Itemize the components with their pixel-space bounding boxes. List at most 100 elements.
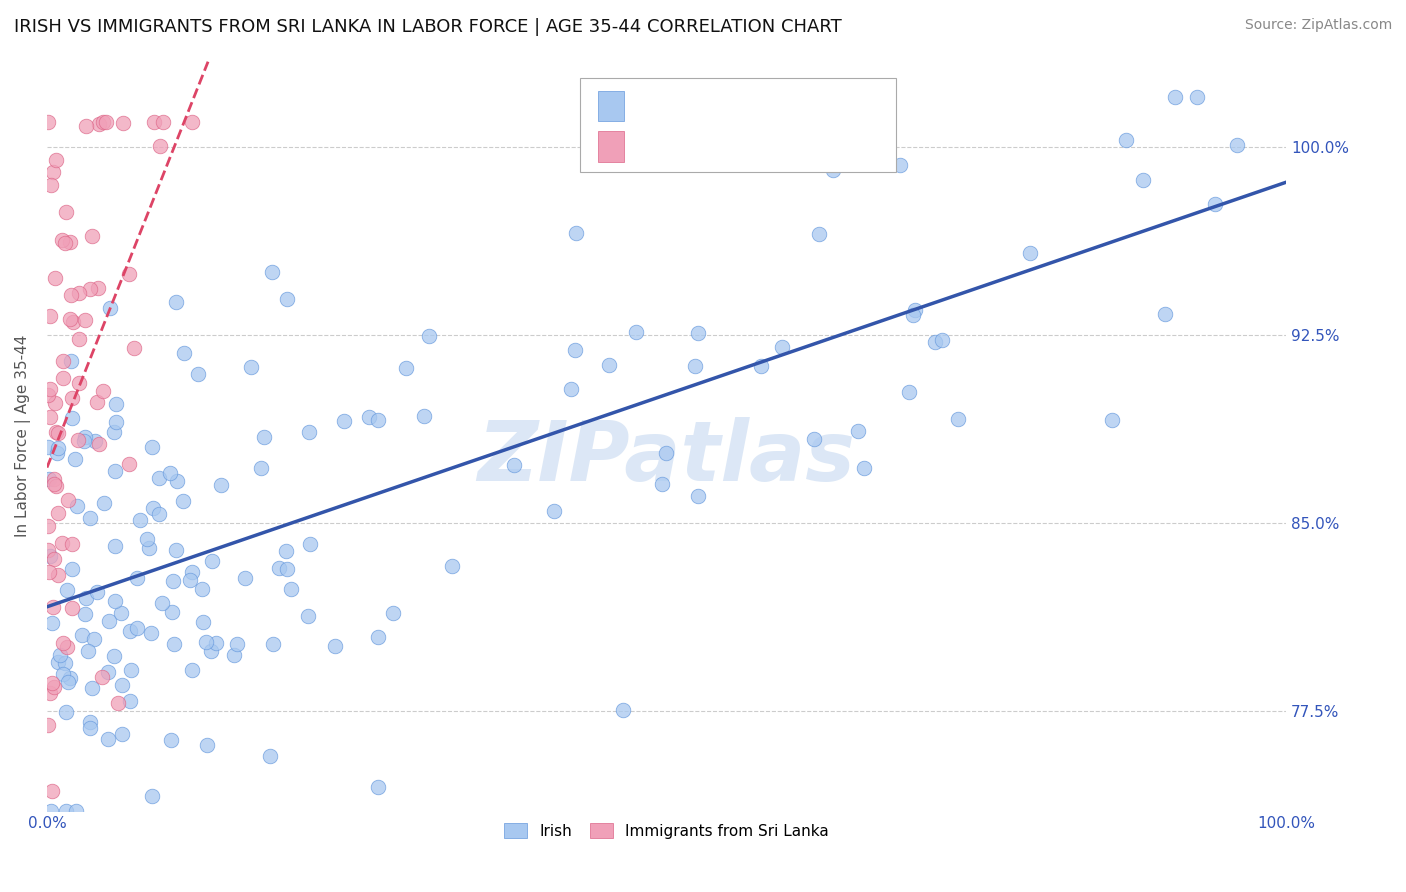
Point (67, 332, 90, 346)
Point (160, 733, 183, 747)
Point (107, 696, 129, 710)
Point (181, 565, 204, 579)
Point (1101, 413, 1123, 427)
Point (152, 115, 174, 129)
Point (297, 608, 319, 623)
Point (45, 425, 67, 440)
Point (56, 582, 79, 597)
Point (381, 606, 404, 620)
Point (1132, 173, 1154, 187)
Point (67, 285, 90, 300)
Point (125, 621, 148, 635)
Point (60, 287, 83, 301)
Point (1204, 196, 1226, 211)
Point (141, 625, 163, 640)
Point (55, 205, 77, 219)
Point (135, 532, 157, 546)
Point (42, 477, 65, 491)
Point (191, 582, 214, 597)
Point (395, 360, 418, 375)
Point (56, 640, 79, 654)
Point (298, 537, 321, 551)
Point (141, 789, 163, 803)
Point (120, 624, 142, 638)
Point (129, 513, 152, 527)
Point (56, 675, 79, 690)
Point (39, 178, 62, 192)
Point (901, 309, 924, 323)
Point (200, 644, 222, 658)
Point (51, 233, 73, 247)
Point (367, 780, 389, 794)
Point (90, 670, 112, 684)
Point (766, 143, 789, 157)
Point (37, 440, 59, 454)
Point (39, 686, 62, 700)
Point (686, 326, 709, 341)
Point (93, 496, 115, 510)
Point (122, 341, 145, 355)
Point (931, 333, 953, 347)
Point (946, 411, 969, 425)
Point (49, 648, 72, 663)
Text: R = 0.344: R = 0.344 (641, 137, 733, 155)
Point (233, 571, 256, 585)
Point (565, 226, 588, 240)
Point (86, 394, 108, 409)
Point (803, 432, 825, 446)
Point (280, 582, 302, 597)
Point (37, 115, 59, 129)
Point (104, 397, 127, 411)
Point (103, 649, 125, 664)
Point (195, 634, 218, 648)
Point (142, 500, 165, 515)
Point (38, 549, 60, 564)
Point (612, 703, 634, 717)
Point (46, 506, 69, 520)
Point (688, 489, 710, 503)
Point (118, 457, 141, 471)
Point (37, 519, 59, 533)
Point (37, 543, 59, 558)
Point (104, 539, 127, 553)
Point (79, 510, 101, 524)
Point (59, 312, 82, 326)
Point (67, 433, 90, 447)
Point (46, 655, 69, 669)
Point (770, 340, 793, 354)
Point (42, 165, 65, 179)
Point (209, 478, 232, 492)
Point (807, 227, 830, 241)
Point (46, 441, 69, 455)
Point (250, 461, 273, 475)
Point (159, 466, 181, 480)
Point (683, 359, 706, 373)
Point (163, 637, 186, 651)
Point (79, 715, 101, 730)
Point (181, 663, 204, 677)
Point (180, 115, 202, 129)
Legend: Irish, Immigrants from Sri Lanka: Irish, Immigrants from Sri Lanka (498, 817, 835, 845)
Point (53, 656, 76, 670)
Point (75, 119, 97, 133)
Point (166, 475, 188, 489)
Point (45, 153, 67, 167)
Point (42, 680, 65, 694)
Point (1226, 138, 1249, 153)
Y-axis label: In Labor Force | Age 35-44: In Labor Force | Age 35-44 (15, 334, 31, 537)
Point (37, 387, 59, 401)
Point (63, 451, 86, 466)
Point (44, 552, 66, 566)
Point (564, 343, 586, 357)
Text: N =  68: N = 68 (778, 137, 846, 155)
Point (323, 640, 346, 654)
Point (76, 644, 98, 658)
FancyBboxPatch shape (599, 131, 624, 161)
Point (60, 601, 83, 615)
Point (149, 139, 172, 153)
Point (70, 628, 93, 642)
Point (55, 705, 77, 719)
Point (332, 414, 354, 428)
Point (39, 309, 62, 323)
Point (39, 410, 62, 425)
